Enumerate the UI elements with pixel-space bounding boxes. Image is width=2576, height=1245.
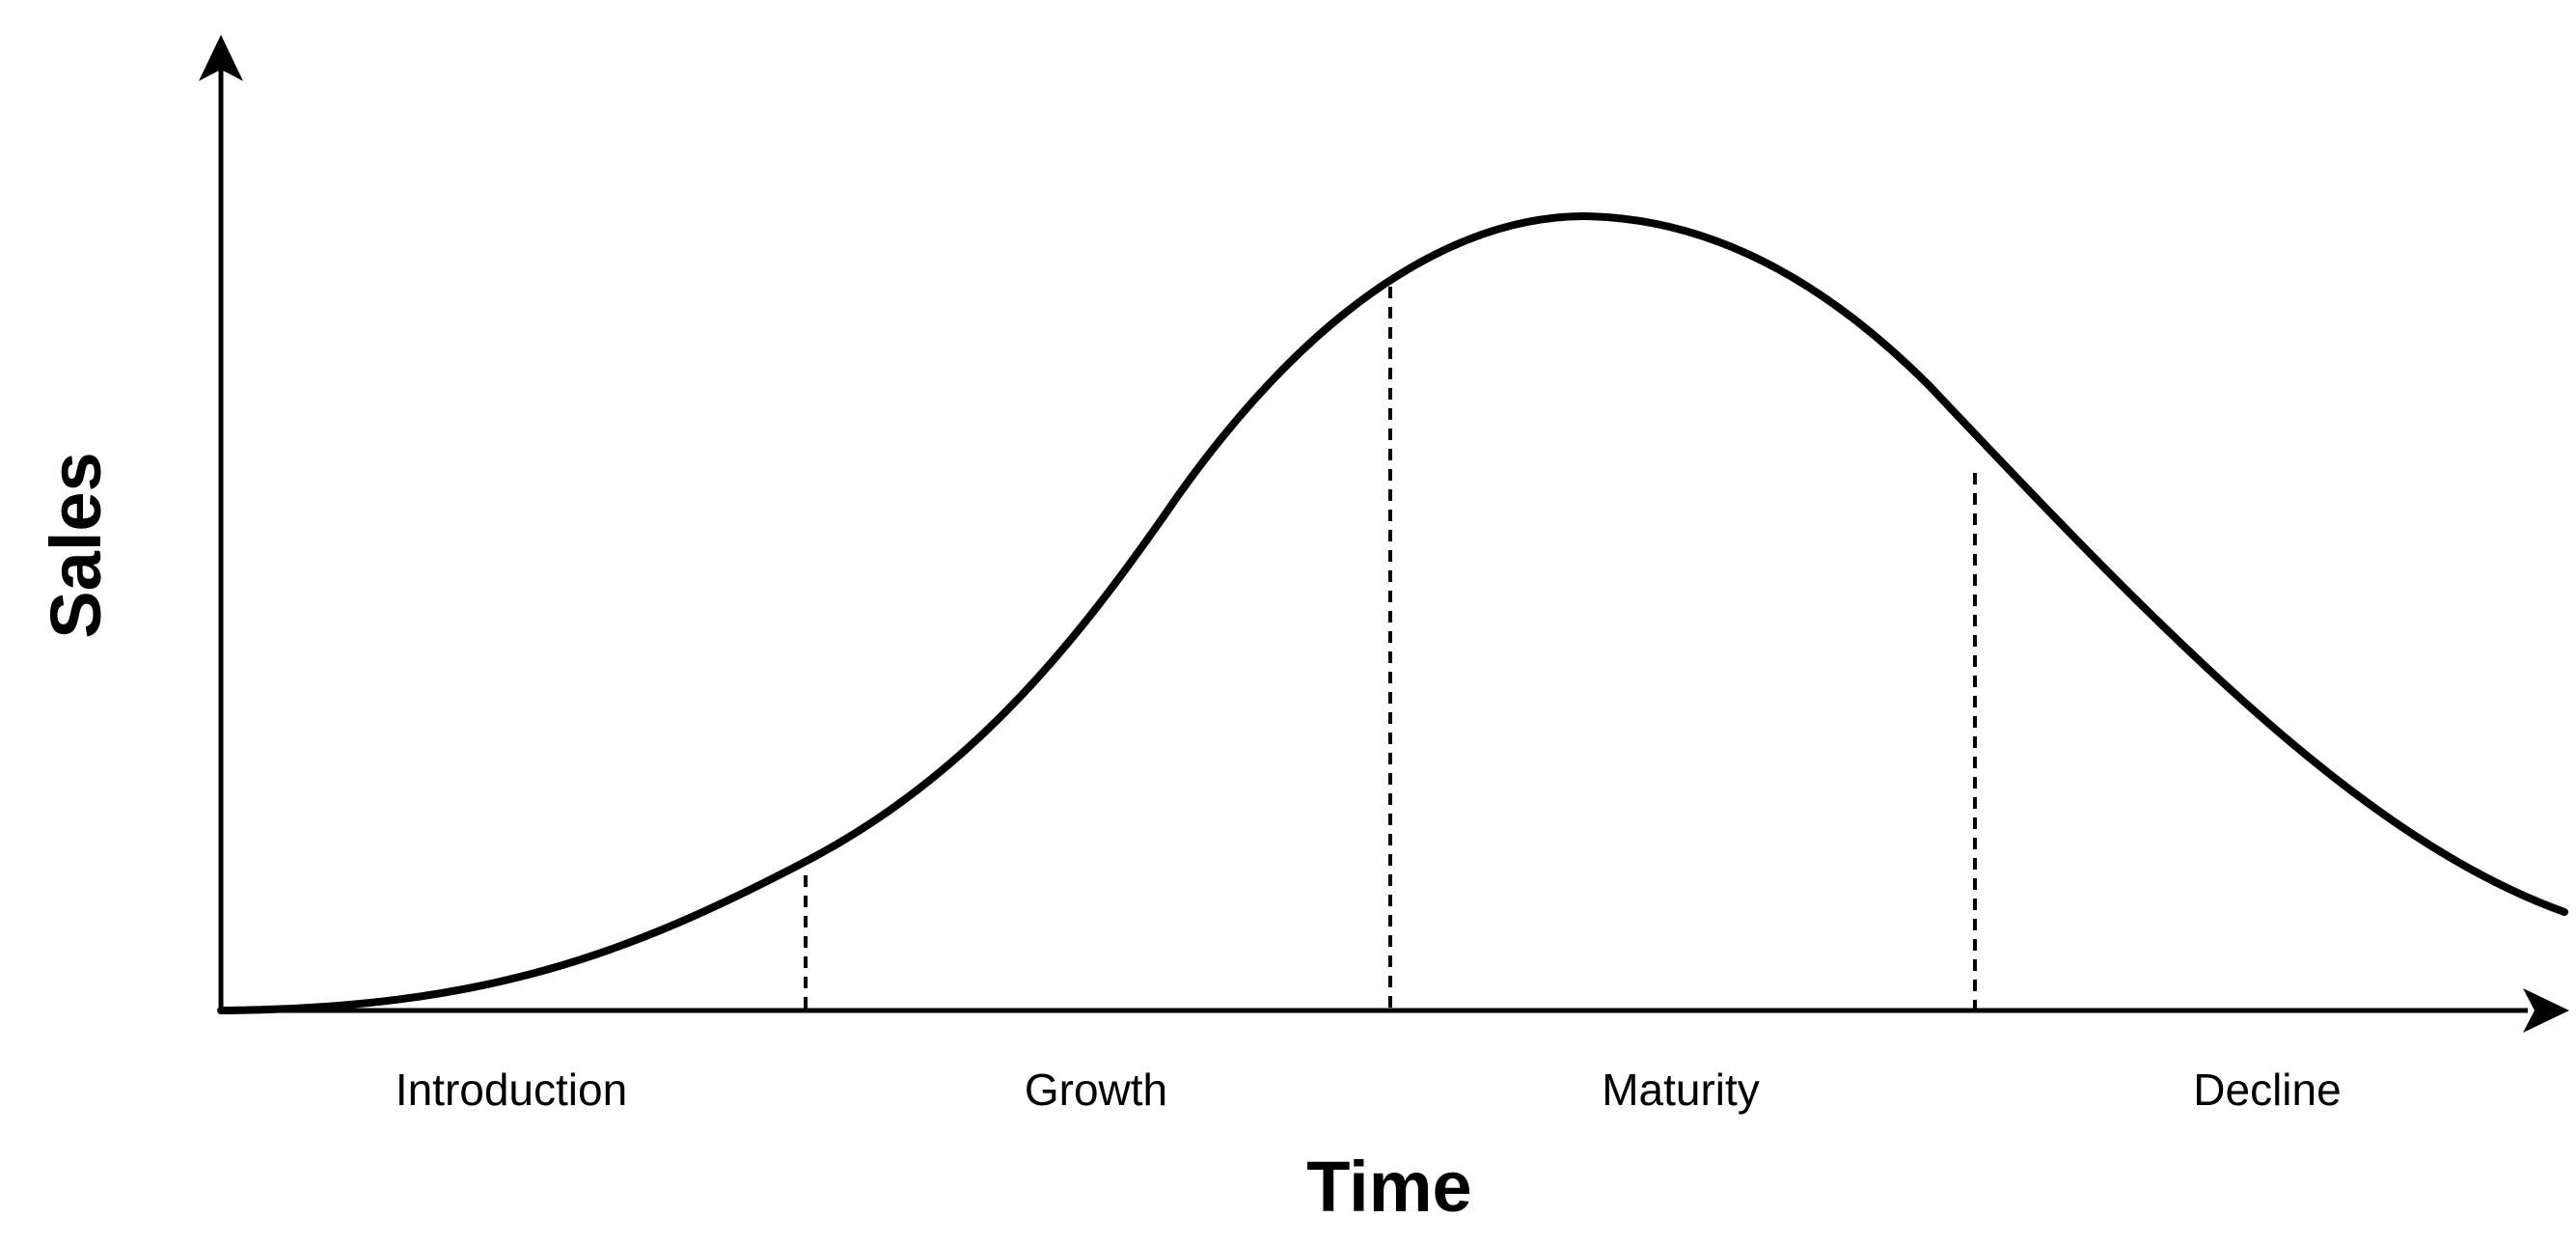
y-axis-arrowhead-icon: [199, 35, 243, 81]
stage-label-introduction: Introduction: [396, 1065, 627, 1115]
x-axis-title: Time: [1306, 1147, 1471, 1227]
stage-label-growth: Growth: [1025, 1065, 1167, 1115]
sales-curve: [217, 212, 2568, 1014]
stage-dividers: [804, 287, 1977, 1009]
x-axis: [221, 988, 2569, 1033]
y-axis-title: Sales: [36, 452, 116, 638]
x-axis-arrowhead-icon: [2523, 988, 2569, 1033]
y-axis: [199, 35, 243, 1010]
stage-label-decline: Decline: [2193, 1065, 2341, 1115]
stage-label-maturity: Maturity: [1602, 1065, 1760, 1115]
